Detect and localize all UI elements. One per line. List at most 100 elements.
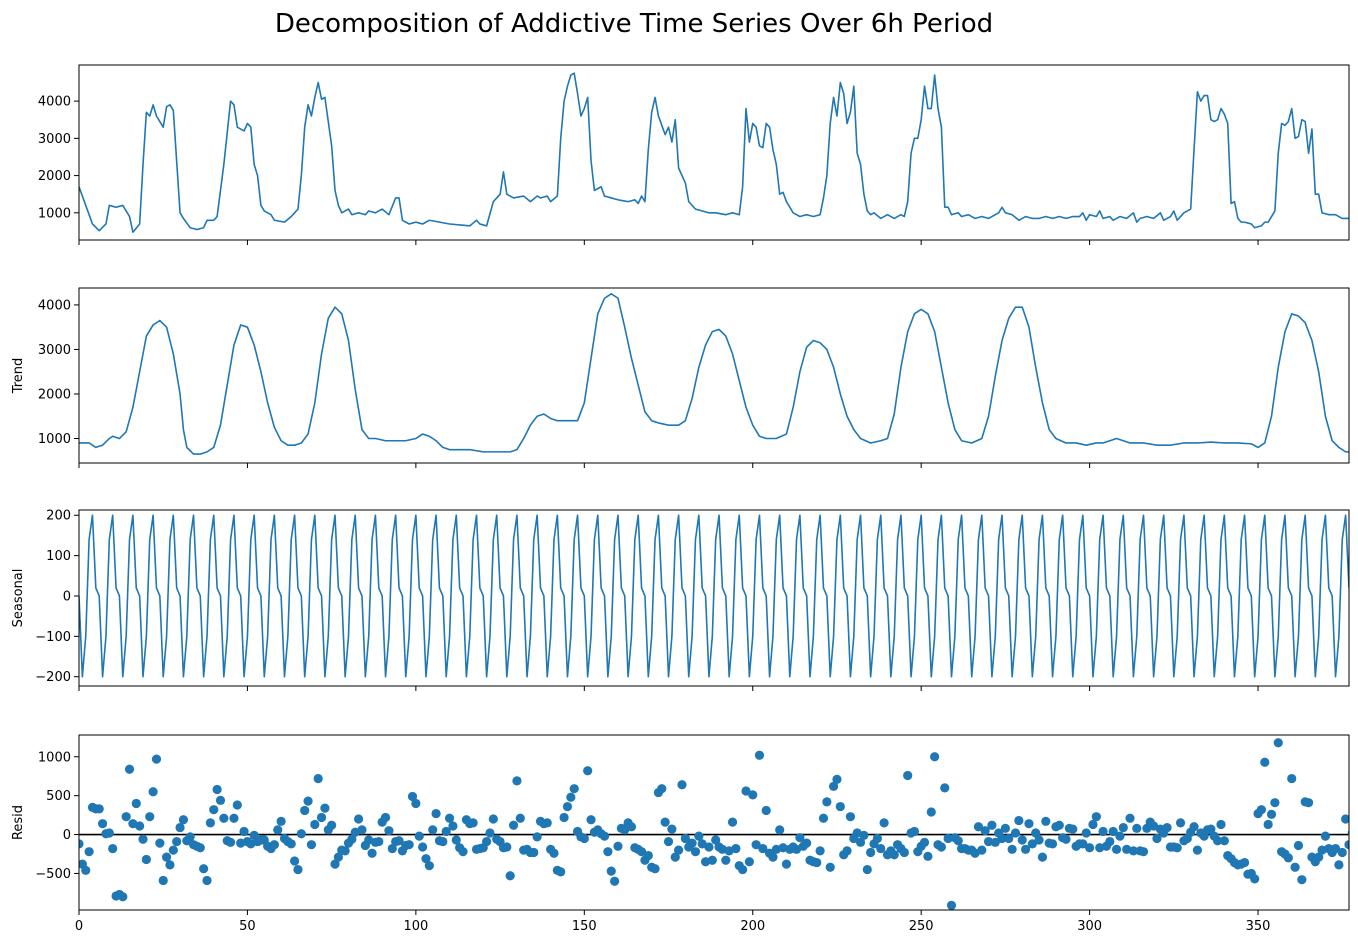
resid-point [515, 813, 525, 823]
y-tick-label: 500 [46, 789, 71, 804]
resid-point [842, 846, 852, 856]
y-tick-label: 1000 [38, 750, 71, 765]
resid-point [532, 832, 542, 842]
resid-point [876, 843, 886, 854]
axes-frame [78, 734, 1350, 911]
axes-frame [78, 64, 1350, 241]
resid-point [202, 875, 212, 886]
resid-point [333, 852, 343, 862]
resid-point [1132, 823, 1142, 833]
resid-point [438, 836, 448, 847]
resid-point [380, 812, 391, 823]
resid-point [721, 855, 731, 865]
resid-point [168, 845, 178, 855]
resid-point [404, 840, 414, 850]
resid-point [603, 847, 613, 857]
resid-point [354, 814, 364, 824]
resid-point [81, 865, 91, 875]
resid-point [946, 900, 957, 910]
resid-point [384, 826, 394, 836]
resid-point [1192, 845, 1203, 855]
resid-point [121, 812, 131, 822]
resid-point [859, 830, 869, 840]
resid-point [151, 754, 162, 764]
resid-point [936, 842, 946, 852]
resid-point [1031, 828, 1041, 838]
plot-area [79, 72, 1349, 233]
resid-point [411, 798, 421, 809]
resid-point [108, 843, 118, 854]
resid-point [1111, 844, 1122, 854]
resid-point [1138, 847, 1149, 857]
resid-point [748, 790, 758, 800]
resid-point [165, 860, 175, 870]
resid-point [744, 857, 754, 867]
plot-area [79, 738, 1358, 910]
resid-point [118, 892, 128, 902]
resid-point [1273, 738, 1283, 748]
resid-point [1260, 757, 1270, 767]
resid-point [330, 859, 340, 869]
resid-point [953, 836, 963, 846]
resid-point [215, 795, 226, 805]
resid-point [239, 826, 249, 837]
resid-point [367, 848, 377, 858]
resid-point [1189, 822, 1199, 832]
plot-area [79, 514, 1349, 678]
resid-point [418, 842, 428, 852]
y-tick-label: 2000 [38, 169, 71, 184]
resid-point [1213, 836, 1223, 846]
y-tick-label: 1000 [38, 206, 71, 221]
resid-point [818, 813, 829, 823]
resid-point [1320, 831, 1331, 841]
resid-point [855, 837, 866, 847]
resid-point [674, 845, 684, 855]
resid-point [775, 825, 785, 835]
resid-point [320, 803, 330, 813]
resid-point [606, 866, 616, 876]
resid-point [347, 834, 357, 844]
resid-point [889, 850, 899, 860]
resid-point [1115, 831, 1125, 841]
resid-point [1287, 773, 1297, 784]
resid-point [943, 833, 953, 844]
resid-point [104, 828, 114, 838]
resid-point [1061, 834, 1071, 844]
resid-point [276, 816, 286, 826]
y-axis-label: Seasonal [11, 569, 26, 628]
resid-point [1172, 843, 1182, 853]
x-tick-label: 250 [909, 919, 934, 934]
resid-point [468, 818, 478, 828]
resid-point [987, 820, 997, 830]
resid-point [930, 752, 940, 762]
resid-point [1355, 810, 1358, 819]
resid-point [586, 815, 596, 825]
resid-point [1219, 836, 1229, 846]
resid-point [825, 862, 835, 872]
resid-point [1283, 853, 1293, 863]
resid-point [94, 804, 104, 814]
resid-point [1068, 824, 1078, 834]
x-tick-label: 0 [75, 919, 83, 934]
resid-point [327, 820, 337, 830]
resid-point [983, 836, 994, 847]
resid-point [138, 834, 148, 844]
resid-point [313, 773, 323, 784]
resid-point [650, 864, 660, 874]
resid-point [781, 859, 792, 869]
resid-point [195, 843, 205, 853]
resid-point [209, 805, 219, 815]
resid-point [1125, 813, 1135, 823]
resid-point [802, 838, 812, 848]
resid-point [1108, 826, 1118, 837]
resid-point [822, 797, 832, 807]
resid-point [1334, 860, 1344, 870]
resid-point [1105, 836, 1115, 847]
resid-point [1078, 839, 1088, 849]
resid-point [1007, 844, 1017, 854]
resid-point [610, 876, 620, 886]
resid-point [613, 841, 623, 851]
resid-point [1239, 857, 1250, 868]
resid-point [1000, 823, 1010, 833]
